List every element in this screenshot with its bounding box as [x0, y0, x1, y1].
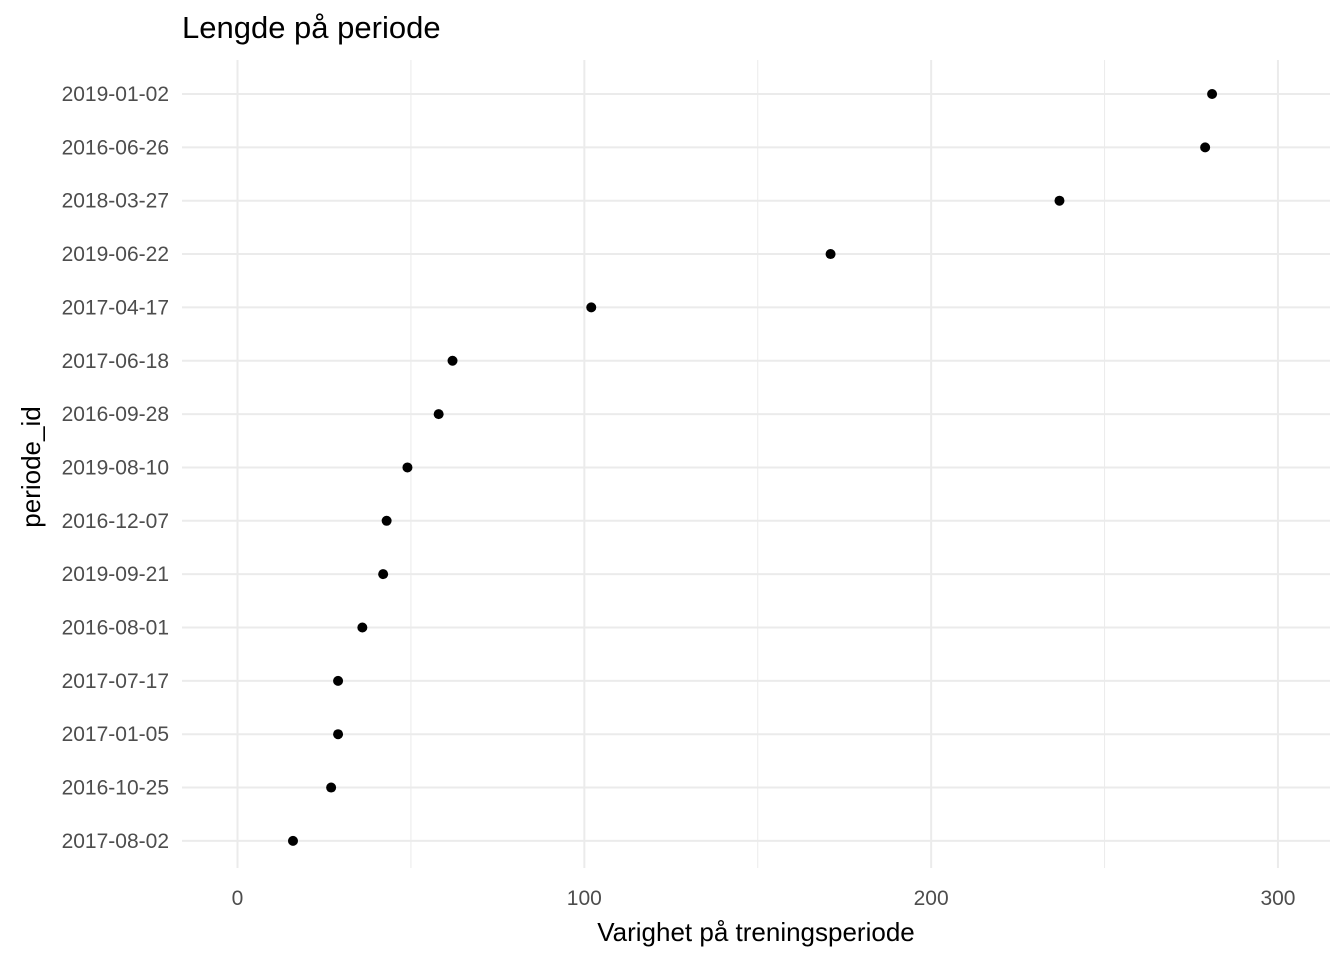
y-tick-label: 2016-09-28	[62, 403, 169, 426]
data-point	[381, 515, 392, 526]
data-point	[1200, 142, 1211, 153]
x-tick-label: 200	[914, 887, 949, 910]
y-tick-label: 2016-10-25	[62, 777, 169, 800]
y-tick-label: 2016-12-07	[62, 510, 169, 533]
y-axis-tick-labels: 2019-01-02 2016-06-26 2018-03-27 2019-06-22…	[62, 83, 169, 853]
y-tick-label: 2017-06-18	[62, 350, 169, 373]
data-points	[287, 89, 1218, 846]
y-tick-label: 2017-04-17	[62, 296, 169, 319]
minor-gridlines	[410, 60, 1106, 868]
x-tick-label: 100	[567, 887, 602, 910]
data-point	[378, 569, 389, 580]
y-tick-label: 2019-09-21	[62, 563, 169, 586]
y-tick-label: 2019-06-22	[62, 243, 169, 266]
data-point	[287, 835, 298, 846]
y-tick-label: 2019-01-02	[62, 83, 169, 106]
chart-title: Lengde på periode	[182, 10, 441, 45]
y-axis-title: periode_id	[16, 406, 46, 527]
data-point	[1207, 89, 1218, 99]
data-point	[326, 782, 337, 793]
data-point	[1054, 195, 1065, 206]
data-point	[447, 355, 458, 366]
x-tick-label: 300	[1260, 887, 1295, 910]
data-point	[402, 462, 413, 473]
data-point	[586, 302, 597, 313]
y-tick-label: 2017-01-05	[62, 723, 169, 746]
y-tick-label: 2017-07-17	[62, 670, 169, 693]
data-point	[333, 729, 344, 740]
x-axis-title: Varighet på treningsperiode	[597, 917, 915, 947]
x-tick-label: 0	[232, 887, 244, 910]
data-point	[357, 622, 368, 633]
major-gridlines	[182, 60, 1330, 868]
y-tick-label: 2016-06-26	[62, 136, 169, 159]
data-point	[825, 249, 836, 260]
x-axis-tick-labels: 0 100 200 300	[232, 887, 1296, 910]
data-point	[333, 675, 344, 686]
y-tick-label: 2018-03-27	[62, 190, 169, 213]
y-tick-label: 2016-08-01	[62, 617, 169, 640]
data-point	[433, 409, 444, 420]
y-tick-label: 2019-08-10	[62, 456, 169, 479]
y-tick-label: 2017-08-02	[62, 830, 169, 853]
